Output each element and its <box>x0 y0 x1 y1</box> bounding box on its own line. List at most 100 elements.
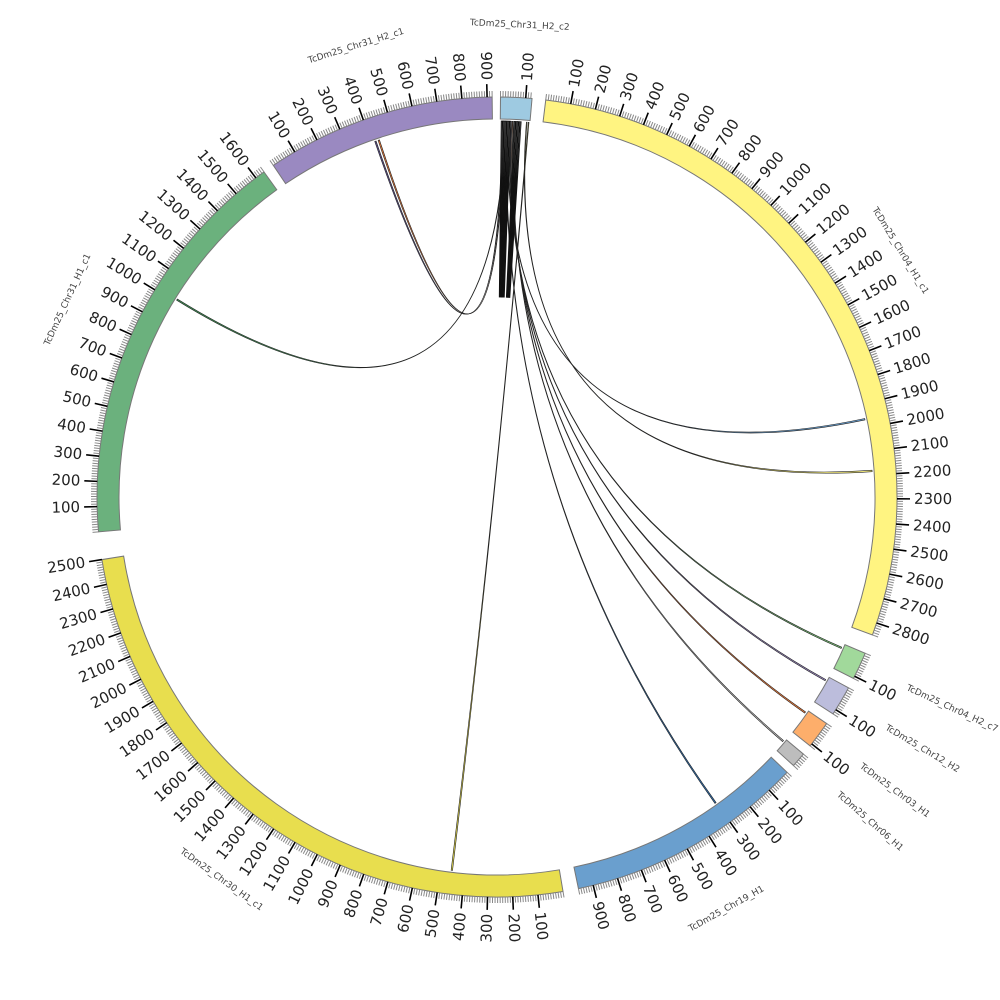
minor-tick <box>880 610 887 614</box>
minor-tick <box>599 104 603 111</box>
major-tick <box>710 147 719 160</box>
tick-label: 1700 <box>882 322 924 353</box>
minor-tick <box>719 159 724 165</box>
minor-tick <box>253 171 259 177</box>
minor-tick <box>104 601 112 604</box>
tick-label: 500 <box>366 66 391 98</box>
minor-tick <box>755 187 760 193</box>
major-tick <box>383 99 389 113</box>
chromosome-label: TcDm25_Chr19_H1 <box>686 884 766 934</box>
minor-tick <box>97 569 104 572</box>
minor-tick <box>565 96 568 104</box>
minor-tick <box>142 692 149 696</box>
minor-tick <box>785 773 791 779</box>
minor-tick <box>287 839 292 846</box>
minor-tick <box>126 660 133 664</box>
tick-label: 1900 <box>899 376 940 403</box>
minor-tick <box>309 136 313 143</box>
minor-tick <box>791 222 797 228</box>
tick-label: 2100 <box>910 433 950 456</box>
minor-tick <box>445 94 448 101</box>
tick-label: 200 <box>754 814 786 848</box>
minor-tick <box>829 270 835 276</box>
minor-tick <box>92 531 99 533</box>
minor-tick <box>677 853 682 860</box>
minor-tick <box>859 664 866 668</box>
minor-tick <box>358 873 362 880</box>
minor-tick <box>278 834 283 840</box>
minor-tick <box>870 352 877 356</box>
minor-tick <box>690 141 695 148</box>
minor-tick <box>629 874 632 881</box>
minor-tick <box>282 836 287 843</box>
tick-label: 300 <box>477 914 496 943</box>
tick-label: 300 <box>314 84 342 117</box>
minor-tick <box>175 248 181 253</box>
minor-tick <box>534 895 537 902</box>
minor-tick <box>590 885 593 892</box>
minor-tick <box>806 240 812 245</box>
ideogram-TcDm25_Chr04_H2_c7 <box>833 644 866 680</box>
minor-tick <box>741 175 747 182</box>
self-links-layer <box>498 120 522 298</box>
minor-tick <box>650 866 654 872</box>
major-tick <box>889 573 903 578</box>
minor-tick <box>140 687 146 692</box>
major-tick <box>768 789 779 801</box>
minor-tick <box>562 96 565 103</box>
minor-tick <box>157 715 163 721</box>
major-tick <box>569 90 574 104</box>
minor-tick <box>102 399 109 402</box>
minor-tick <box>405 101 408 108</box>
tick-label: 2800 <box>890 620 932 649</box>
minor-tick <box>733 818 739 825</box>
minor-tick <box>356 872 360 879</box>
minor-tick <box>547 893 550 900</box>
minor-tick <box>725 824 730 831</box>
minor-tick <box>875 364 882 368</box>
minor-tick <box>545 893 547 901</box>
major-tick <box>247 167 257 179</box>
minor-tick <box>123 336 130 340</box>
minor-tick <box>448 894 451 901</box>
minor-tick <box>860 662 867 666</box>
minor-tick <box>417 98 420 105</box>
minor-tick <box>175 740 181 746</box>
minor-tick <box>456 894 458 902</box>
minor-tick <box>181 240 188 245</box>
minor-tick <box>251 815 256 821</box>
major-tick <box>334 864 341 878</box>
minor-tick <box>114 360 121 364</box>
major-tick <box>287 841 296 854</box>
minor-tick <box>127 326 134 331</box>
minor-tick <box>442 94 445 101</box>
chromosome-label: TcDm25_Chr31_H1_c1 <box>42 252 93 348</box>
minor-tick <box>633 872 637 879</box>
minor-tick <box>237 183 243 190</box>
minor-tick <box>98 571 105 574</box>
minor-tick <box>235 185 241 191</box>
minor-tick <box>723 162 728 168</box>
minor-tick <box>889 416 896 419</box>
minor-tick <box>112 365 119 368</box>
minor-tick <box>582 887 586 894</box>
minor-tick <box>109 374 116 378</box>
ideogram-TcDm25_Chr06_H1 <box>776 739 805 767</box>
minor-tick <box>624 112 627 119</box>
minor-tick <box>111 622 118 626</box>
tick-label: 200 <box>591 63 615 95</box>
tick-label: 500 <box>61 387 93 411</box>
minor-tick <box>296 844 300 851</box>
minor-tick <box>781 211 787 217</box>
minor-tick <box>400 102 403 109</box>
minor-tick <box>894 454 901 457</box>
minor-tick <box>793 224 799 230</box>
minor-tick <box>843 696 850 701</box>
major-tick <box>358 107 365 121</box>
minor-tick <box>321 857 325 864</box>
minor-tick <box>812 248 819 253</box>
minor-tick <box>146 698 153 703</box>
minor-tick <box>222 197 228 203</box>
minor-tick <box>316 855 320 862</box>
minor-tick <box>170 254 177 259</box>
